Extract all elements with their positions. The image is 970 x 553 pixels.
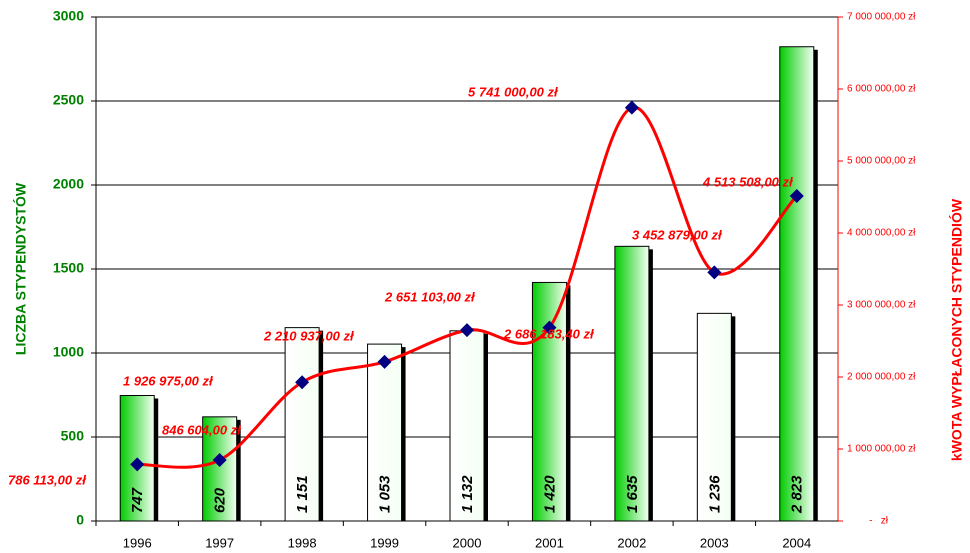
marker — [707, 265, 722, 280]
x-tick-label: 1997 — [205, 535, 234, 550]
y2-tick-label: 7 000 000,00 zł — [847, 12, 916, 23]
line — [137, 106, 798, 469]
marker — [130, 457, 145, 472]
bar-value-label: 1 053 — [377, 475, 394, 513]
bar-value-label: 1 132 — [459, 475, 476, 513]
line-value-label: 2 651 103,00 zł — [384, 289, 476, 304]
marker — [460, 323, 474, 338]
y2-tick-label: 3 000 000,00 zł — [847, 300, 916, 311]
y2-axis-title: kWOTA WYPŁACONYCH STYPENDIÓW — [948, 198, 965, 461]
bar — [696, 312, 732, 522]
bar — [614, 245, 650, 522]
y2-tick-label: 1 000 000,00 zł — [847, 444, 916, 455]
line-value-label: 4 513 508,00 zł — [702, 174, 794, 189]
y2-tick-label: 6 000 000,00 zł — [847, 84, 916, 95]
y2-tick-label: 5 000 000,00 zł — [847, 156, 916, 167]
y2-tick-label: 4 000 000,00 zł — [847, 228, 916, 239]
bar-value-label: 620 — [212, 487, 229, 513]
bar-value-label: 1 236 — [706, 475, 723, 513]
marker — [542, 320, 557, 335]
x-tick-label: 1996 — [123, 535, 152, 550]
line-value-label: 2 686 183,40 zł — [503, 326, 595, 341]
y2-tick-label: - zł — [869, 516, 889, 527]
marker — [624, 100, 639, 115]
y2-tick-label: 2 000 000,00 zł — [847, 372, 916, 383]
y-tick-label: 3000 — [53, 8, 84, 24]
bar-value-label: 1 151 — [294, 475, 311, 513]
bar-value-label: 1 420 — [541, 475, 558, 513]
line-value-label: 2 210 937,00 zł — [263, 328, 355, 343]
y-tick-label: 1000 — [53, 344, 84, 360]
bar — [779, 46, 815, 522]
bar — [449, 330, 485, 522]
bar — [202, 416, 238, 522]
marker — [212, 453, 227, 468]
marker — [789, 189, 804, 204]
bar-value-label: 1 635 — [624, 475, 641, 513]
y-axis-title: LICZBA STYPENDYSTÓW — [12, 182, 29, 355]
y-tick-label: 500 — [61, 428, 85, 444]
x-tick-label: 2000 — [453, 535, 482, 550]
bar-value-label: 2 823 — [789, 475, 806, 514]
y-tick-label: 1500 — [53, 260, 84, 276]
line-value-label: 846 604,00 zł — [162, 422, 242, 437]
marker — [377, 354, 392, 369]
x-tick-label: 1999 — [370, 535, 399, 550]
line-value-label: 3 452 879,00 zł — [632, 227, 723, 242]
y-tick-label: 2000 — [53, 176, 84, 192]
line-value-label: 786 113,00 zł — [8, 472, 87, 487]
bar — [367, 343, 403, 522]
y-tick-label: 2500 — [53, 92, 84, 108]
bar-value-label: 747 — [129, 487, 146, 513]
x-tick-label: 1998 — [288, 535, 317, 550]
y-tick-label: 0 — [76, 512, 84, 528]
x-tick-label: 2001 — [535, 535, 564, 550]
x-tick-label: 2004 — [782, 535, 811, 550]
line-value-label: 5 741 000,00 zł — [468, 84, 559, 99]
bar — [284, 327, 320, 522]
x-tick-label: 2003 — [700, 535, 729, 550]
x-tick-label: 2002 — [617, 535, 646, 550]
line-value-label: 1 926 975,00 zł — [123, 373, 214, 388]
marker — [295, 375, 310, 390]
